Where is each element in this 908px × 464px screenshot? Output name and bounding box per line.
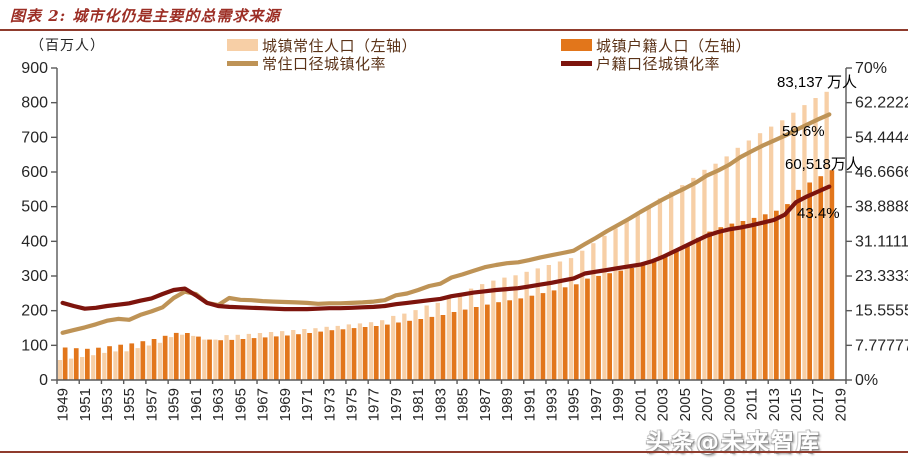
figure-title: 图表 2: 城市化仍是主要的总需求来源 (10, 7, 281, 25)
svg-text:200: 200 (21, 303, 48, 320)
svg-text:1967: 1967 (255, 388, 272, 421)
svg-text:1979: 1979 (388, 388, 405, 421)
annotation: 59.6% (782, 123, 825, 140)
svg-text:600: 600 (21, 164, 48, 181)
svg-text:1959: 1959 (166, 388, 183, 421)
svg-text:1985: 1985 (455, 388, 472, 421)
bars-series-0 (57, 91, 829, 381)
legend-label: 城镇户籍人口（左轴） (596, 36, 752, 55)
line-series-1 (60, 184, 832, 312)
svg-text:300: 300 (21, 268, 48, 285)
svg-text:1991: 1991 (521, 388, 538, 421)
svg-text:1987: 1987 (477, 388, 494, 421)
svg-text:2001: 2001 (632, 388, 649, 421)
svg-text:1953: 1953 (99, 388, 116, 421)
svg-text:1969: 1969 (277, 388, 294, 421)
legend-swatch-registered-rate (561, 60, 592, 66)
svg-text:1977: 1977 (366, 388, 383, 421)
svg-text:23.333333333333336%: 23.333333333333336% (855, 268, 908, 285)
legend-label: 户籍口径城镇化率 (596, 54, 721, 73)
legend-item-permanent-rate: 常住口径城镇化率 (227, 54, 417, 73)
svg-text:1993: 1993 (544, 388, 561, 421)
annotation: 43.4% (797, 205, 840, 222)
svg-text:500: 500 (21, 199, 48, 216)
svg-text:0%: 0% (855, 372, 878, 389)
svg-text:15.555555555555557%: 15.555555555555557% (855, 303, 908, 320)
legend-swatch-permanent-population (227, 39, 258, 51)
svg-text:38.888888888888886%: 38.888888888888886% (855, 199, 908, 216)
bars-series-1 (62, 170, 835, 380)
svg-text:1951: 1951 (77, 388, 94, 421)
axis-tick-labels: 900 70% 800 62.22222222222222% 700 54.4444444… (21, 60, 908, 421)
svg-text:1963: 1963 (210, 388, 227, 421)
legend-item-registered-population: 城镇户籍人口（左轴） (561, 36, 752, 55)
bottom-rule (0, 451, 908, 453)
legend-item-registered-rate: 户籍口径城镇化率 (561, 54, 751, 73)
annotation: 60,518万人 (785, 156, 861, 173)
svg-text:62.22222222222222%: 62.22222222222222% (855, 95, 908, 112)
svg-text:1995: 1995 (566, 388, 583, 421)
svg-text:1997: 1997 (588, 388, 605, 421)
svg-text:7.777777777777779%: 7.777777777777779% (855, 337, 908, 354)
svg-text:1973: 1973 (321, 388, 338, 421)
legend-swatch-permanent-rate (227, 60, 258, 66)
legend-swatch-registered-population (561, 39, 592, 51)
svg-text:0: 0 (39, 372, 48, 389)
axes (51, 67, 852, 384)
svg-text:2007: 2007 (699, 388, 716, 421)
svg-text:900: 900 (21, 60, 48, 77)
svg-text:1971: 1971 (299, 388, 316, 421)
legend-column-left: 城镇常住人口（左轴） 常住口径城镇化率 (227, 36, 418, 73)
svg-text:1955: 1955 (121, 388, 138, 421)
svg-text:700: 700 (21, 129, 48, 146)
svg-text:2003: 2003 (655, 388, 672, 421)
svg-text:1961: 1961 (188, 388, 205, 421)
svg-text:1965: 1965 (232, 388, 249, 421)
svg-text:1975: 1975 (343, 388, 360, 421)
svg-text:2019: 2019 (832, 388, 849, 421)
svg-text:100: 100 (21, 337, 48, 354)
svg-text:400: 400 (21, 233, 48, 250)
svg-text:1957: 1957 (143, 388, 160, 421)
svg-text:2015: 2015 (788, 388, 805, 421)
svg-text:2011: 2011 (744, 388, 761, 420)
svg-text:1949: 1949 (55, 388, 72, 421)
title-rule (0, 29, 908, 31)
legend-label: 常住口径城镇化率 (262, 54, 387, 73)
svg-text:1989: 1989 (499, 388, 516, 421)
svg-text:70%: 70% (855, 60, 887, 77)
annotation: 83,137 万人 (777, 74, 858, 91)
legend-item-permanent-population: 城镇常住人口（左轴） (227, 36, 418, 55)
svg-text:31.111111111111114%: 31.111111111111114% (855, 233, 908, 250)
svg-text:800: 800 (21, 95, 48, 112)
svg-text:54.44444444444444%: 54.44444444444444% (855, 129, 908, 146)
left-axis-unit-label: （百万人） (30, 38, 105, 54)
svg-text:2013: 2013 (766, 388, 783, 421)
legend-column-right: 城镇户籍人口（左轴） 户籍口径城镇化率 (561, 36, 752, 73)
svg-text:1999: 1999 (610, 388, 627, 421)
svg-text:1983: 1983 (432, 388, 449, 421)
svg-text:2005: 2005 (677, 388, 694, 421)
svg-text:2017: 2017 (810, 388, 827, 421)
legend-label: 城镇常住人口（左轴） (262, 36, 418, 55)
svg-text:2009: 2009 (721, 388, 738, 421)
svg-text:46.66666666666667%: 46.66666666666667% (855, 164, 908, 181)
svg-text:1981: 1981 (410, 388, 427, 421)
